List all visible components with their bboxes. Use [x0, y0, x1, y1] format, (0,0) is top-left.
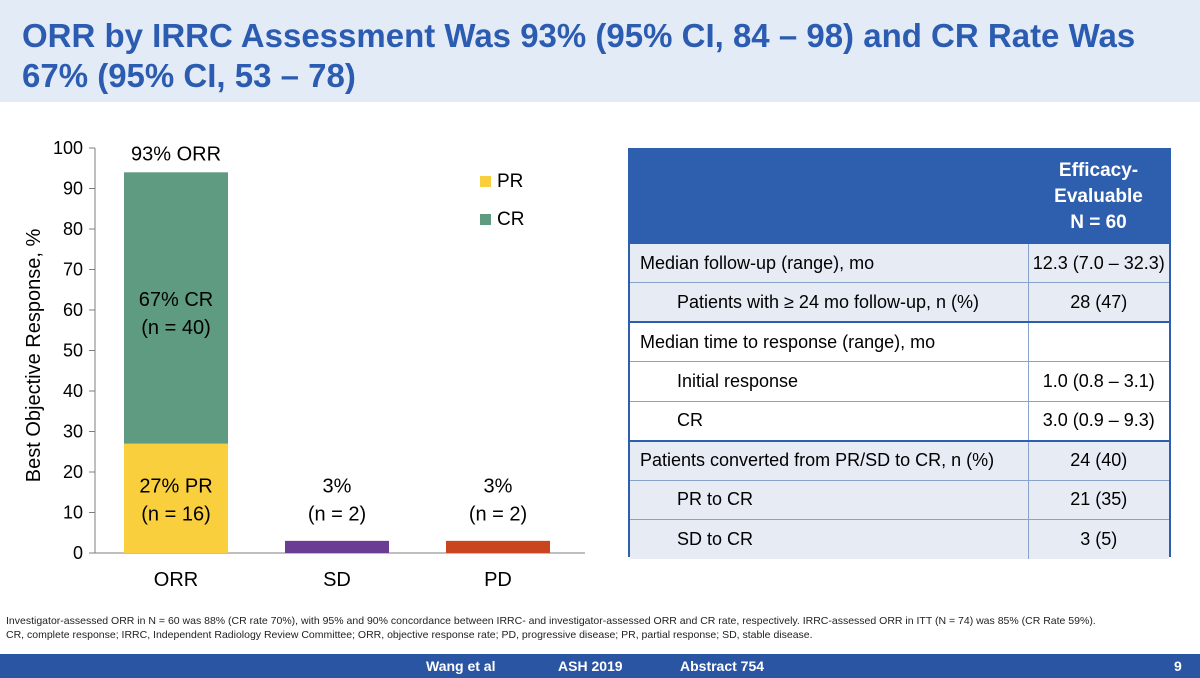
- row-value: 28 (47): [1027, 282, 1169, 322]
- row-label: CR: [630, 400, 1028, 441]
- bar-data-label: (n = 40): [141, 317, 210, 339]
- y-tick-label: 20: [63, 462, 83, 482]
- row-label: PR to CR: [630, 479, 1028, 520]
- legend-label-pr: PR: [497, 171, 523, 192]
- table-row: SD to CR 3 (5): [630, 519, 1169, 559]
- y-tick-label: 60: [63, 300, 83, 320]
- x-category-label: PD: [484, 569, 512, 591]
- y-tick-label: 40: [63, 381, 83, 401]
- footer-abstract: Abstract 754: [680, 658, 765, 674]
- y-tick-label: 30: [63, 422, 83, 442]
- efficacy-table: Efficacy- Evaluable N = 60 Median follow…: [628, 148, 1171, 559]
- table-row: Median time to response (range), mo: [630, 321, 1169, 362]
- row-value: 24 (40): [1027, 439, 1169, 480]
- row-value: [1027, 321, 1169, 362]
- header-line-3: N = 60: [1070, 212, 1127, 233]
- y-axis-title: Best Objective Response, %: [23, 229, 45, 483]
- footer-meeting: ASH 2019: [558, 658, 623, 674]
- header-line-1: Efficacy-: [1058, 160, 1139, 181]
- row-label: SD to CR: [630, 519, 1028, 559]
- table-header-blank: [630, 150, 1028, 243]
- y-tick-label: 0: [73, 543, 83, 563]
- row-label: Median time to response (range), mo: [630, 321, 1028, 362]
- row-label: Patients converted from PR/SD to CR, n (…: [630, 439, 1028, 480]
- bar-data-label: 27% PR: [139, 475, 212, 497]
- y-tick-label: 10: [63, 503, 83, 523]
- footer-authors: Wang et al: [426, 658, 496, 674]
- x-category-label: ORR: [154, 569, 198, 591]
- legend-swatch-pr: [480, 176, 491, 187]
- row-value: 3.0 (0.9 – 9.3): [1027, 400, 1169, 441]
- bar-pr-orr: [124, 443, 228, 553]
- response-bar-chart: 0 10 20 30 40 50 60 70 80 90 100 Best Objective Res…: [23, 138, 585, 591]
- table-row: Patients with ≥ 24 mo follow-up, n (%) 2…: [630, 282, 1169, 322]
- title-band: ORR by IRRC Assessment Was 93% (95% CI, …: [0, 0, 1200, 102]
- row-label: Initial response: [630, 361, 1028, 401]
- x-category-label: SD: [323, 569, 351, 591]
- bar-data-label: (n = 16): [141, 503, 210, 525]
- table-row: Initial response 1.0 (0.8 – 3.1): [630, 361, 1169, 401]
- footnote-line-1: Investigator-assessed ORR in N = 60 was …: [6, 615, 1096, 627]
- y-tick-label: 80: [63, 219, 83, 239]
- bar-sd-sd: [285, 540, 389, 553]
- bar-data-label: 3%: [484, 475, 513, 497]
- row-label: Patients with ≥ 24 mo follow-up, n (%): [630, 282, 1028, 322]
- table-row: PR to CR 21 (35): [630, 479, 1169, 520]
- y-tick-label: 90: [63, 179, 83, 199]
- row-value: 3 (5): [1027, 519, 1169, 559]
- table-header-row: Efficacy- Evaluable N = 60: [630, 150, 1169, 243]
- row-value: 21 (35): [1027, 479, 1169, 520]
- row-value: 12.3 (7.0 – 32.3): [1027, 242, 1169, 283]
- bar-data-label: 67% CR: [139, 289, 213, 311]
- table-row: Median follow-up (range), mo 12.3 (7.0 –…: [630, 242, 1169, 283]
- slide-title: ORR by IRRC Assessment Was 93% (95% CI, …: [22, 17, 1136, 94]
- footnote-line-2: CR, complete response; IRRC, Independent…: [6, 629, 813, 641]
- footnote: Investigator-assessed ORR in N = 60 was …: [6, 614, 1196, 642]
- row-label: Median follow-up (range), mo: [630, 242, 1028, 283]
- y-tick-label: 100: [53, 138, 83, 158]
- row-value: 1.0 (0.8 – 3.1): [1027, 361, 1169, 401]
- header-line-2: Evaluable: [1054, 186, 1143, 207]
- bar-data-label: (n = 2): [308, 503, 366, 525]
- orr-total-label: 93% ORR: [131, 143, 221, 165]
- y-tick-label: 70: [63, 260, 83, 280]
- bar-data-label: (n = 2): [469, 503, 527, 525]
- table-row: Patients converted from PR/SD to CR, n (…: [630, 439, 1169, 480]
- footer-page-number: 9: [1174, 658, 1182, 674]
- bar-pd-pd: [446, 540, 550, 553]
- table-header-efficacy: Efficacy- Evaluable N = 60: [1028, 150, 1169, 243]
- bar-cr-orr: [124, 172, 228, 444]
- y-tick-label: 50: [63, 341, 83, 361]
- legend-label-cr: CR: [497, 209, 524, 230]
- table-row: CR 3.0 (0.9 – 9.3): [630, 400, 1169, 441]
- footer-bar: Wang et al ASH 2019 Abstract 754 9: [0, 654, 1200, 678]
- bar-data-label: 3%: [323, 475, 352, 497]
- legend-swatch-cr: [480, 214, 491, 225]
